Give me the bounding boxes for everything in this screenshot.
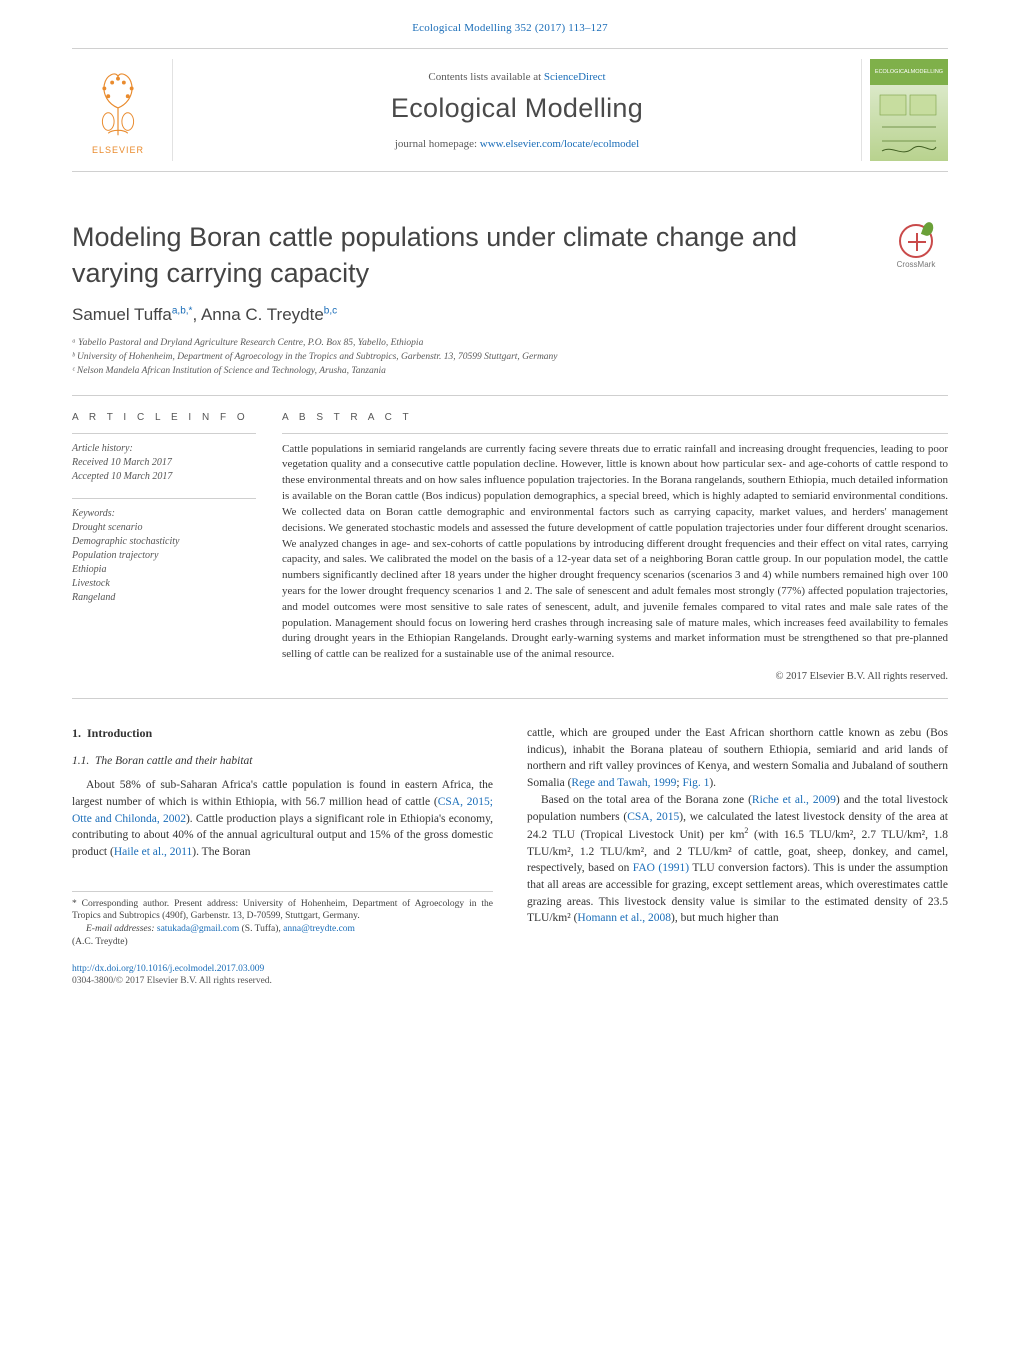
article-history: Article history: Received 10 March 2017 … [72,442,256,484]
contents-pre: Contents lists available at [428,71,543,83]
corresponding-author: * Corresponding author. Present address:… [72,898,493,924]
abstract-col: A B S T R A C T Cattle populations in se… [282,412,948,683]
history-label: Article history: [72,442,256,456]
homepage-line: journal homepage: www.elsevier.com/locat… [183,138,851,150]
keywords-label: Keywords: [72,507,256,521]
left-para-1: About 58% of sub-Saharan Africa's cattle… [72,777,493,860]
sec-title: Introduction [87,726,152,740]
article-info-heading: A R T I C L E I N F O [72,412,256,423]
cover-title: ECOLOGICALMODELLING [870,59,948,85]
keyword-5: Livestock [72,577,256,591]
info-abstract-row: A R T I C L E I N F O Article history: R… [72,412,948,683]
email-1[interactable]: satukada@gmail.com [157,924,239,934]
rp2-post: ), but much higher than [671,912,779,924]
author-1-marks: a,b,* [172,306,193,317]
subsec-num: 1.1. [72,755,89,767]
affiliations: ᵃ Yabello Pastoral and Dryland Agricultu… [72,337,948,378]
affil-a: ᵃ Yabello Pastoral and Dryland Agricultu… [72,337,948,351]
elsevier-logo: ELSEVIER [72,59,164,161]
keyword-2: Demographic stochasticity [72,535,256,549]
article-title: Modeling Boran cattle populations under … [72,220,866,291]
affil-b: ᵇ University of Hohenheim, Department of… [72,351,948,365]
keywords-block: Keywords: Drought scenario Demographic s… [72,507,256,605]
section-1-heading: 1. Introduction [72,725,493,742]
journal-name: Ecological Modelling [183,93,851,124]
ref-fig1[interactable]: Fig. 1 [683,777,710,789]
homepage-pre: journal homepage: [395,138,480,150]
crossmark-badge[interactable]: CrossMark [884,224,948,269]
cite-haile[interactable]: Haile et al., 2011 [114,846,192,858]
rule-top [72,395,948,396]
affil-b-text: University of Hohenheim, Department of A… [77,352,558,362]
abstract-copyright: © 2017 Elsevier B.V. All rights reserved… [282,671,948,682]
masthead-center: Contents lists available at ScienceDirec… [172,59,862,161]
keyword-6: Rangeland [72,591,256,605]
crossmark-icon [899,224,933,258]
abstract-heading: A B S T R A C T [282,412,948,423]
doi-link[interactable]: http://dx.doi.org/10.1016/j.ecolmodel.20… [72,964,264,974]
doi-block: http://dx.doi.org/10.1016/j.ecolmodel.20… [72,963,493,988]
rule-abs [282,433,948,434]
elsevier-wordmark: ELSEVIER [92,145,144,155]
lp1-pre: About 58% of sub-Saharan Africa's cattle… [72,779,493,808]
homepage-link[interactable]: www.elsevier.com/locate/ecolmodel [480,138,639,150]
cover-art-icon [876,91,942,161]
body-columns: 1. Introduction 1.1. The Boran cattle an… [72,725,948,987]
rule-bottom [72,698,948,699]
email-2[interactable]: anna@treydte.com [283,924,355,934]
affil-c: ᶜ Nelson Mandela African Institution of … [72,365,948,379]
footnotes: * Corresponding author. Present address:… [72,891,493,949]
cite-rege[interactable]: Rege and Tawah, 1999 [571,777,676,789]
subsec-title: The Boran cattle and their habitat [95,755,252,767]
masthead: ELSEVIER Contents lists available at Sci… [72,48,948,172]
rule-info-1 [72,433,256,434]
author-1: Samuel Tuffa [72,305,172,324]
cite-csa2015[interactable]: CSA, 2015 [627,811,679,823]
email-line: E-mail addresses: satukada@gmail.com (S.… [72,923,493,936]
sec-num: 1. [72,726,81,740]
journal-cover-thumb: ECOLOGICALMODELLING [870,59,948,161]
authors-line: Samuel Tuffaa,b,*, Anna C. Treydteb,c [72,305,948,325]
email-2-who-line: (A.C. Treydte) [72,936,493,949]
affil-c-text: Nelson Mandela African Institution of Sc… [77,366,386,376]
right-para-1: cattle, which are grouped under the East… [527,725,948,792]
cover-art-area [870,85,948,161]
keyword-1: Drought scenario [72,521,256,535]
email-1-who: (S. Tuffa) [242,924,279,934]
cite-fao[interactable]: FAO (1991) [633,862,689,874]
author-2: Anna C. Treydte [201,305,324,324]
cite-homann[interactable]: Homann et al., 2008 [577,912,671,924]
history-line-1: Received 10 March 2017 [72,456,256,470]
rp2-pre: Based on the total area of the Borana zo… [541,794,752,806]
left-column: 1. Introduction 1.1. The Boran cattle an… [72,725,493,987]
subsection-1-1-heading: 1.1. The Boran cattle and their habitat [72,753,493,770]
rule-info-2 [72,498,256,499]
corr-marker: * [72,899,77,909]
lp1-post: ). The Boran [192,846,250,858]
abstract-text: Cattle populations in semiarid rangeland… [282,442,948,664]
keyword-4: Ethiopia [72,563,256,577]
keyword-3: Population trajectory [72,549,256,563]
affil-a-text: Yabello Pastoral and Dryland Agriculture… [78,338,423,348]
history-line-2: Accepted 10 March 2017 [72,470,256,484]
corr-text: Corresponding author. Present address: U… [72,899,493,922]
sciencedirect-link[interactable]: ScienceDirect [544,71,606,83]
elsevier-tree-icon [79,65,157,143]
right-para-2: Based on the total area of the Borana zo… [527,792,948,927]
author-2-marks: b,c [324,306,337,317]
crossmark-label: CrossMark [884,260,948,269]
cover-line2: MODELLING [911,69,943,75]
cite-riche[interactable]: Riche et al., 2009 [752,794,836,806]
contents-line: Contents lists available at ScienceDirec… [183,71,851,83]
article-info-col: A R T I C L E I N F O Article history: R… [72,412,282,683]
email-label: E-mail addresses: [86,924,155,934]
journal-reference: Ecological Modelling 352 (2017) 113–127 [72,0,948,48]
doi-line2: 0304-3800/© 2017 Elsevier B.V. All right… [72,976,272,986]
title-row: Modeling Boran cattle populations under … [72,220,948,291]
cover-line1: ECOLOGICAL [875,69,911,75]
rp1-post: ). [709,777,716,789]
right-column: cattle, which are grouped under the East… [527,725,948,987]
